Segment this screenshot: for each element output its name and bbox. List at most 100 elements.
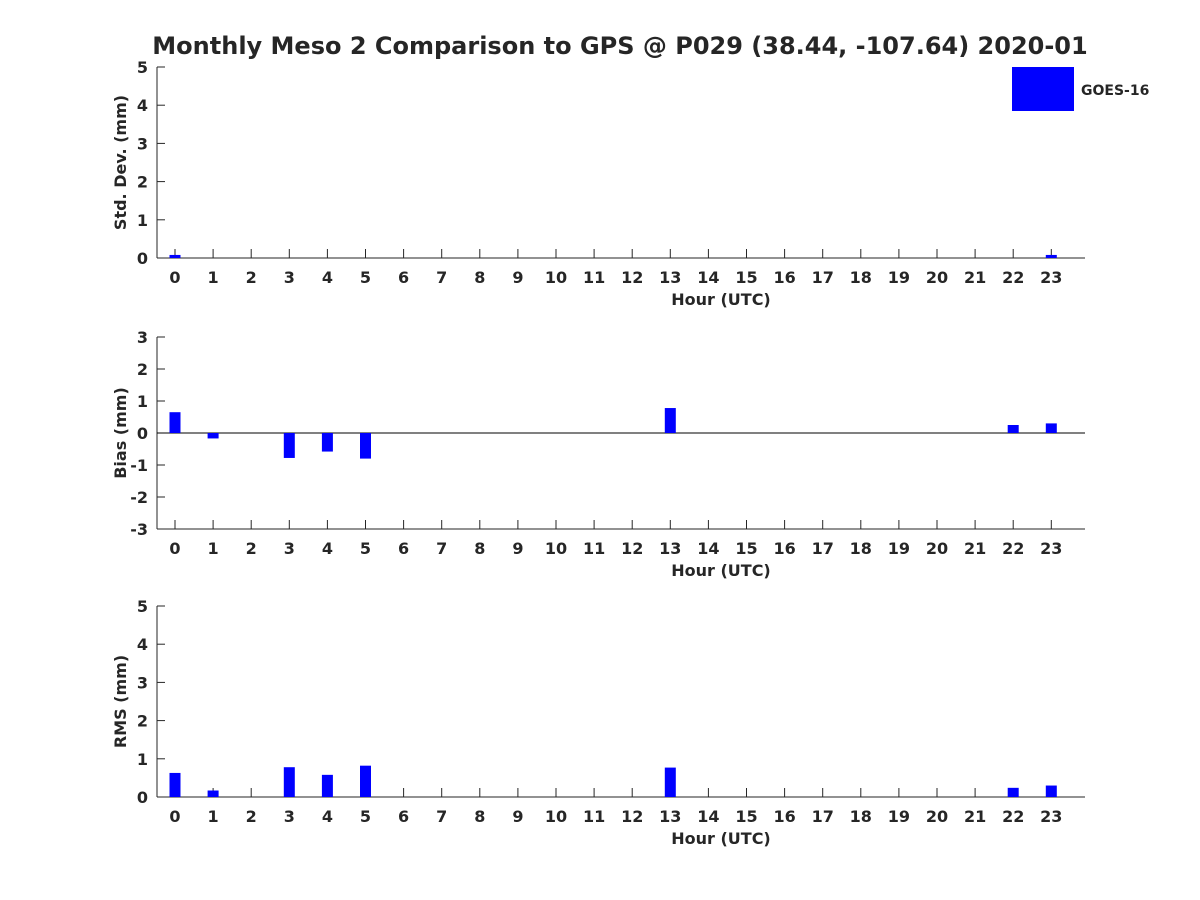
y-tick-label: 0 bbox=[137, 249, 148, 268]
x-tick-label: 11 bbox=[583, 268, 605, 287]
y-tick-label: 5 bbox=[137, 597, 148, 616]
x-tick-label: 6 bbox=[398, 268, 409, 287]
bar-hour-1 bbox=[207, 790, 219, 797]
x-tick-label: 19 bbox=[888, 268, 910, 287]
bar-hour-23 bbox=[1045, 423, 1057, 433]
bar-hour-5 bbox=[360, 433, 371, 459]
y-tick-label: 5 bbox=[137, 58, 148, 77]
x-tick-label: 14 bbox=[697, 807, 719, 826]
x-tick-label: 15 bbox=[735, 807, 757, 826]
x-tick-label: 19 bbox=[888, 539, 910, 558]
y-tick-label: 2 bbox=[137, 360, 148, 379]
x-tick-label: 17 bbox=[812, 268, 834, 287]
x-tick-label: 17 bbox=[812, 539, 834, 558]
x-tick-label: 0 bbox=[169, 268, 180, 287]
y-tick-label: 1 bbox=[137, 211, 148, 230]
x-tick-label: 8 bbox=[474, 807, 485, 826]
bar-hour-5 bbox=[360, 765, 371, 797]
x-tick-label: 20 bbox=[926, 539, 948, 558]
x-tick-label: 23 bbox=[1040, 268, 1062, 287]
bar-hour-1 bbox=[207, 433, 219, 439]
bar-hour-4 bbox=[321, 433, 333, 452]
x-tick-label: 15 bbox=[735, 268, 757, 287]
y-tick-label: -3 bbox=[130, 520, 148, 539]
y-tick-label: 0 bbox=[137, 424, 148, 443]
x-tick-label: 2 bbox=[246, 539, 257, 558]
y-tick-label: 2 bbox=[137, 173, 148, 192]
bar-hour-0 bbox=[169, 412, 181, 433]
legend-swatch bbox=[1012, 67, 1074, 111]
x-tick-label: 1 bbox=[208, 268, 219, 287]
x-tick-label: 9 bbox=[512, 268, 523, 287]
y-axis-label: Bias (mm) bbox=[111, 387, 130, 479]
x-tick-label: 18 bbox=[850, 268, 872, 287]
y-tick-label: 1 bbox=[137, 392, 148, 411]
x-tick-label: 5 bbox=[360, 539, 371, 558]
x-tick-label: 3 bbox=[284, 539, 295, 558]
x-tick-label: 13 bbox=[659, 539, 681, 558]
bar-hour-0 bbox=[169, 254, 181, 258]
x-tick-label: 9 bbox=[512, 807, 523, 826]
x-tick-label: 8 bbox=[474, 539, 485, 558]
x-tick-label: 2 bbox=[246, 807, 257, 826]
y-tick-label: 3 bbox=[137, 134, 148, 153]
y-tick-label: 1 bbox=[137, 750, 148, 769]
x-tick-label: 18 bbox=[850, 807, 872, 826]
x-tick-label: 10 bbox=[545, 539, 567, 558]
x-tick-label: 6 bbox=[398, 539, 409, 558]
x-tick-label: 0 bbox=[169, 539, 180, 558]
x-tick-label: 22 bbox=[1002, 268, 1024, 287]
y-tick-label: 3 bbox=[137, 673, 148, 692]
x-tick-label: 12 bbox=[621, 807, 643, 826]
x-tick-label: 0 bbox=[169, 807, 180, 826]
x-tick-label: 23 bbox=[1040, 539, 1062, 558]
y-tick-label: 4 bbox=[137, 96, 148, 115]
x-tick-label: 13 bbox=[659, 268, 681, 287]
bar-hour-23 bbox=[1045, 785, 1057, 797]
x-tick-label: 16 bbox=[773, 807, 795, 826]
x-tick-label: 22 bbox=[1002, 807, 1024, 826]
y-axis-label: RMS (mm) bbox=[111, 655, 130, 748]
x-tick-label: 8 bbox=[474, 268, 485, 287]
x-tick-label: 5 bbox=[360, 807, 371, 826]
x-tick-label: 9 bbox=[512, 539, 523, 558]
x-tick-label: 14 bbox=[697, 539, 719, 558]
x-tick-label: 4 bbox=[322, 268, 333, 287]
y-tick-label: 2 bbox=[137, 712, 148, 731]
x-tick-label: 21 bbox=[964, 268, 986, 287]
x-tick-label: 7 bbox=[436, 539, 447, 558]
x-axis-label: Hour (UTC) bbox=[671, 829, 771, 848]
x-tick-label: 12 bbox=[621, 539, 643, 558]
y-tick-label: 0 bbox=[137, 788, 148, 807]
x-tick-label: 12 bbox=[621, 268, 643, 287]
x-tick-label: 1 bbox=[208, 539, 219, 558]
x-tick-label: 21 bbox=[964, 539, 986, 558]
x-tick-label: 10 bbox=[545, 807, 567, 826]
bar-hour-23 bbox=[1045, 254, 1057, 258]
x-tick-label: 7 bbox=[436, 807, 447, 826]
bar-hour-3 bbox=[283, 767, 295, 797]
x-tick-label: 3 bbox=[284, 268, 295, 287]
y-tick-label: -1 bbox=[130, 456, 148, 475]
x-tick-label: 2 bbox=[246, 268, 257, 287]
x-tick-label: 4 bbox=[322, 807, 333, 826]
x-tick-label: 1 bbox=[208, 807, 219, 826]
x-tick-label: 16 bbox=[773, 539, 795, 558]
bar-hour-13 bbox=[664, 767, 676, 797]
y-axis-label: Std. Dev. (mm) bbox=[111, 95, 130, 230]
x-axis-label: Hour (UTC) bbox=[671, 561, 771, 580]
x-tick-label: 3 bbox=[284, 807, 295, 826]
x-tick-label: 16 bbox=[773, 268, 795, 287]
bar-hour-22 bbox=[1007, 787, 1019, 797]
x-tick-label: 7 bbox=[436, 268, 447, 287]
x-tick-label: 14 bbox=[697, 268, 719, 287]
y-tick-label: -2 bbox=[130, 488, 148, 507]
bar-hour-0 bbox=[169, 772, 181, 797]
legend: GOES-16 bbox=[1012, 67, 1149, 111]
x-tick-label: 17 bbox=[812, 807, 834, 826]
x-axis-label: Hour (UTC) bbox=[671, 290, 771, 309]
